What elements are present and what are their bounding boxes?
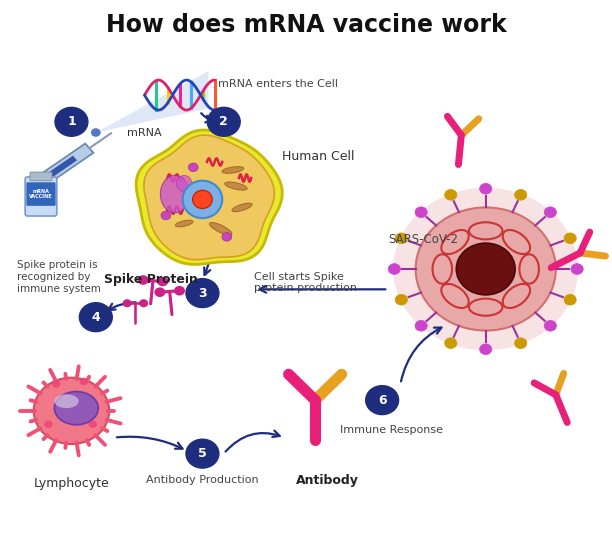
Polygon shape: [44, 155, 77, 180]
Ellipse shape: [222, 167, 244, 173]
Circle shape: [416, 208, 556, 330]
Circle shape: [34, 378, 109, 444]
Circle shape: [188, 163, 198, 172]
Circle shape: [366, 386, 398, 415]
Circle shape: [157, 277, 168, 286]
Ellipse shape: [209, 223, 232, 235]
Circle shape: [55, 108, 88, 136]
Circle shape: [571, 264, 583, 274]
Circle shape: [395, 233, 408, 244]
Text: 1: 1: [67, 115, 76, 129]
Circle shape: [52, 380, 61, 388]
Text: 2: 2: [219, 115, 228, 129]
Circle shape: [207, 108, 240, 136]
Circle shape: [445, 338, 457, 349]
Text: 3: 3: [198, 287, 207, 300]
Circle shape: [89, 421, 97, 428]
Ellipse shape: [193, 190, 212, 209]
Circle shape: [388, 264, 400, 274]
Circle shape: [395, 294, 408, 305]
Circle shape: [186, 439, 219, 468]
Text: mRNA enters the Cell: mRNA enters the Cell: [218, 79, 338, 89]
Circle shape: [544, 207, 556, 217]
Text: SARS-CoV-2: SARS-CoV-2: [388, 233, 458, 246]
Ellipse shape: [182, 181, 222, 218]
Circle shape: [139, 299, 148, 307]
Circle shape: [222, 232, 232, 241]
Circle shape: [174, 286, 185, 295]
Circle shape: [480, 344, 492, 355]
Text: mRNA
VACCINE: mRNA VACCINE: [29, 189, 53, 200]
Polygon shape: [37, 144, 94, 186]
Circle shape: [80, 303, 112, 331]
Circle shape: [480, 183, 492, 194]
Ellipse shape: [225, 182, 247, 190]
Ellipse shape: [160, 175, 190, 213]
FancyBboxPatch shape: [30, 172, 52, 181]
Text: Spike protein is
recognized by
immune system: Spike protein is recognized by immune sy…: [17, 260, 100, 294]
Text: Spike Protein: Spike Protein: [103, 273, 198, 286]
Text: 4: 4: [91, 310, 100, 324]
Circle shape: [122, 299, 132, 307]
Circle shape: [564, 294, 577, 305]
Circle shape: [44, 421, 53, 428]
Circle shape: [91, 128, 101, 137]
Ellipse shape: [175, 220, 193, 227]
Circle shape: [80, 378, 88, 385]
Ellipse shape: [54, 392, 99, 424]
Polygon shape: [96, 71, 209, 132]
Text: Lymphocyte: Lymphocyte: [34, 477, 110, 490]
Text: Cell starts Spike
protein production: Cell starts Spike protein production: [254, 272, 357, 293]
Text: 5: 5: [198, 447, 207, 460]
Circle shape: [515, 338, 527, 349]
Circle shape: [564, 233, 577, 244]
Text: mRNA: mRNA: [127, 128, 162, 138]
Circle shape: [457, 243, 515, 295]
Circle shape: [138, 275, 149, 285]
Text: Human Cell: Human Cell: [282, 150, 354, 163]
Circle shape: [154, 287, 165, 297]
Text: Antibody: Antibody: [296, 474, 359, 487]
Circle shape: [415, 207, 427, 217]
Circle shape: [161, 211, 171, 220]
Text: 6: 6: [378, 394, 386, 407]
Ellipse shape: [176, 175, 192, 192]
Polygon shape: [144, 135, 274, 260]
Circle shape: [515, 189, 527, 200]
Circle shape: [394, 188, 578, 350]
FancyBboxPatch shape: [25, 177, 57, 216]
Ellipse shape: [54, 394, 79, 408]
Circle shape: [186, 279, 219, 308]
Circle shape: [415, 321, 427, 331]
Text: Antibody Production: Antibody Production: [146, 476, 259, 485]
Text: How does mRNA vaccine work: How does mRNA vaccine work: [106, 13, 506, 38]
Ellipse shape: [232, 203, 252, 211]
Text: Immune Response: Immune Response: [340, 424, 443, 435]
FancyBboxPatch shape: [26, 182, 56, 206]
Polygon shape: [136, 130, 282, 265]
Circle shape: [445, 189, 457, 200]
Circle shape: [544, 321, 556, 331]
